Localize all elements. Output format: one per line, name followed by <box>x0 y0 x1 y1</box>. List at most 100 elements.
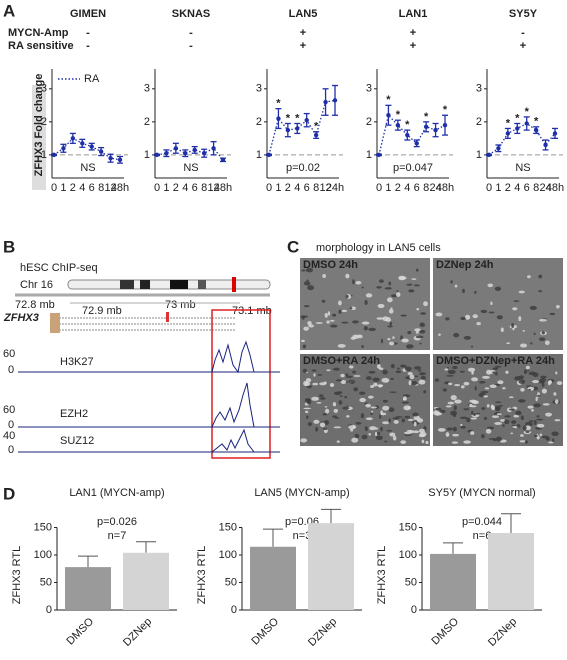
track-label: H3K27 <box>60 356 94 368</box>
cell <box>420 312 427 315</box>
cell <box>454 384 461 387</box>
cell <box>452 365 458 370</box>
significance: * <box>443 104 448 116</box>
cell <box>418 379 426 385</box>
cell <box>536 423 545 428</box>
cell <box>502 424 505 427</box>
x-tick-label: 12 <box>319 182 331 194</box>
cell <box>370 406 377 409</box>
cell <box>544 340 550 346</box>
cell <box>406 429 413 432</box>
cell <box>326 369 331 372</box>
cell <box>520 387 525 392</box>
cell <box>376 286 382 289</box>
cell <box>462 288 465 294</box>
cell <box>513 300 520 303</box>
cell <box>352 334 360 339</box>
row-value: - <box>86 40 90 52</box>
cell <box>400 440 407 444</box>
cell <box>460 424 463 427</box>
cell <box>360 413 365 419</box>
point <box>332 98 338 103</box>
cell <box>464 314 471 320</box>
cell <box>453 332 460 338</box>
cell <box>538 290 543 293</box>
image-label: DMSO+DZNep+RA 24h <box>436 355 555 367</box>
stat-label: p=0.047 <box>393 162 433 174</box>
cell <box>499 404 503 407</box>
cell <box>337 391 343 394</box>
cell <box>470 417 478 420</box>
row-value: + <box>520 40 526 52</box>
significance: * <box>424 111 429 123</box>
significance: * <box>314 121 319 133</box>
cell <box>450 394 457 401</box>
x-tick-label: 2 <box>505 182 511 194</box>
cell <box>494 373 498 376</box>
cell <box>540 375 547 379</box>
panel-title: morphology in LAN5 cells <box>316 242 441 254</box>
row-value: + <box>410 27 416 39</box>
cell <box>534 434 538 438</box>
chromosome: Chr 16 <box>20 279 53 291</box>
cell <box>549 312 556 316</box>
cell <box>487 283 494 288</box>
x-tick-label: 6 <box>89 182 95 194</box>
point <box>220 157 226 163</box>
point <box>285 127 291 133</box>
cell <box>531 408 534 412</box>
point <box>295 126 300 131</box>
cell <box>459 416 468 419</box>
cell <box>413 284 420 287</box>
cell <box>305 398 311 400</box>
track-signal <box>211 382 255 428</box>
track-scale: 0 <box>8 444 14 456</box>
y-tick-label: 2 <box>256 116 262 128</box>
cell <box>376 364 381 369</box>
cell <box>305 378 312 383</box>
significance: * <box>506 117 511 129</box>
cell <box>333 367 340 371</box>
image-label: DZNep 24h <box>436 259 494 271</box>
cell <box>369 426 377 431</box>
cell <box>463 440 471 444</box>
point <box>423 124 429 130</box>
cell <box>500 419 506 422</box>
cell <box>538 274 543 279</box>
cell <box>304 410 309 414</box>
cell <box>412 420 415 424</box>
column-header: SKNAS <box>172 8 211 20</box>
cell <box>390 377 394 381</box>
point <box>98 149 104 154</box>
cell <box>399 276 407 280</box>
cell <box>520 400 523 403</box>
x-tick-label: DZNep <box>486 616 519 649</box>
cell <box>522 329 525 332</box>
cell <box>513 414 520 418</box>
x-tick-label: 24 <box>429 182 441 194</box>
cell <box>445 405 452 408</box>
cell <box>345 375 353 379</box>
cell <box>401 338 409 343</box>
significance: * <box>286 112 291 124</box>
cell <box>451 441 459 444</box>
cell <box>303 326 309 331</box>
cell <box>334 417 340 419</box>
cell <box>472 314 478 319</box>
y-tick-label: 1 <box>41 149 47 161</box>
cell <box>482 375 490 379</box>
y-tick-label: 3 <box>41 83 47 95</box>
cell <box>490 301 493 306</box>
cell <box>512 307 518 311</box>
cell <box>536 415 540 418</box>
cell <box>354 433 360 439</box>
track-label: EZH2 <box>60 408 88 420</box>
cell <box>470 431 475 435</box>
point <box>89 144 94 149</box>
cell <box>479 380 486 384</box>
series-line <box>378 113 446 156</box>
y-tick-label: 1 <box>476 149 482 161</box>
cell <box>410 380 418 386</box>
cell <box>324 408 330 414</box>
